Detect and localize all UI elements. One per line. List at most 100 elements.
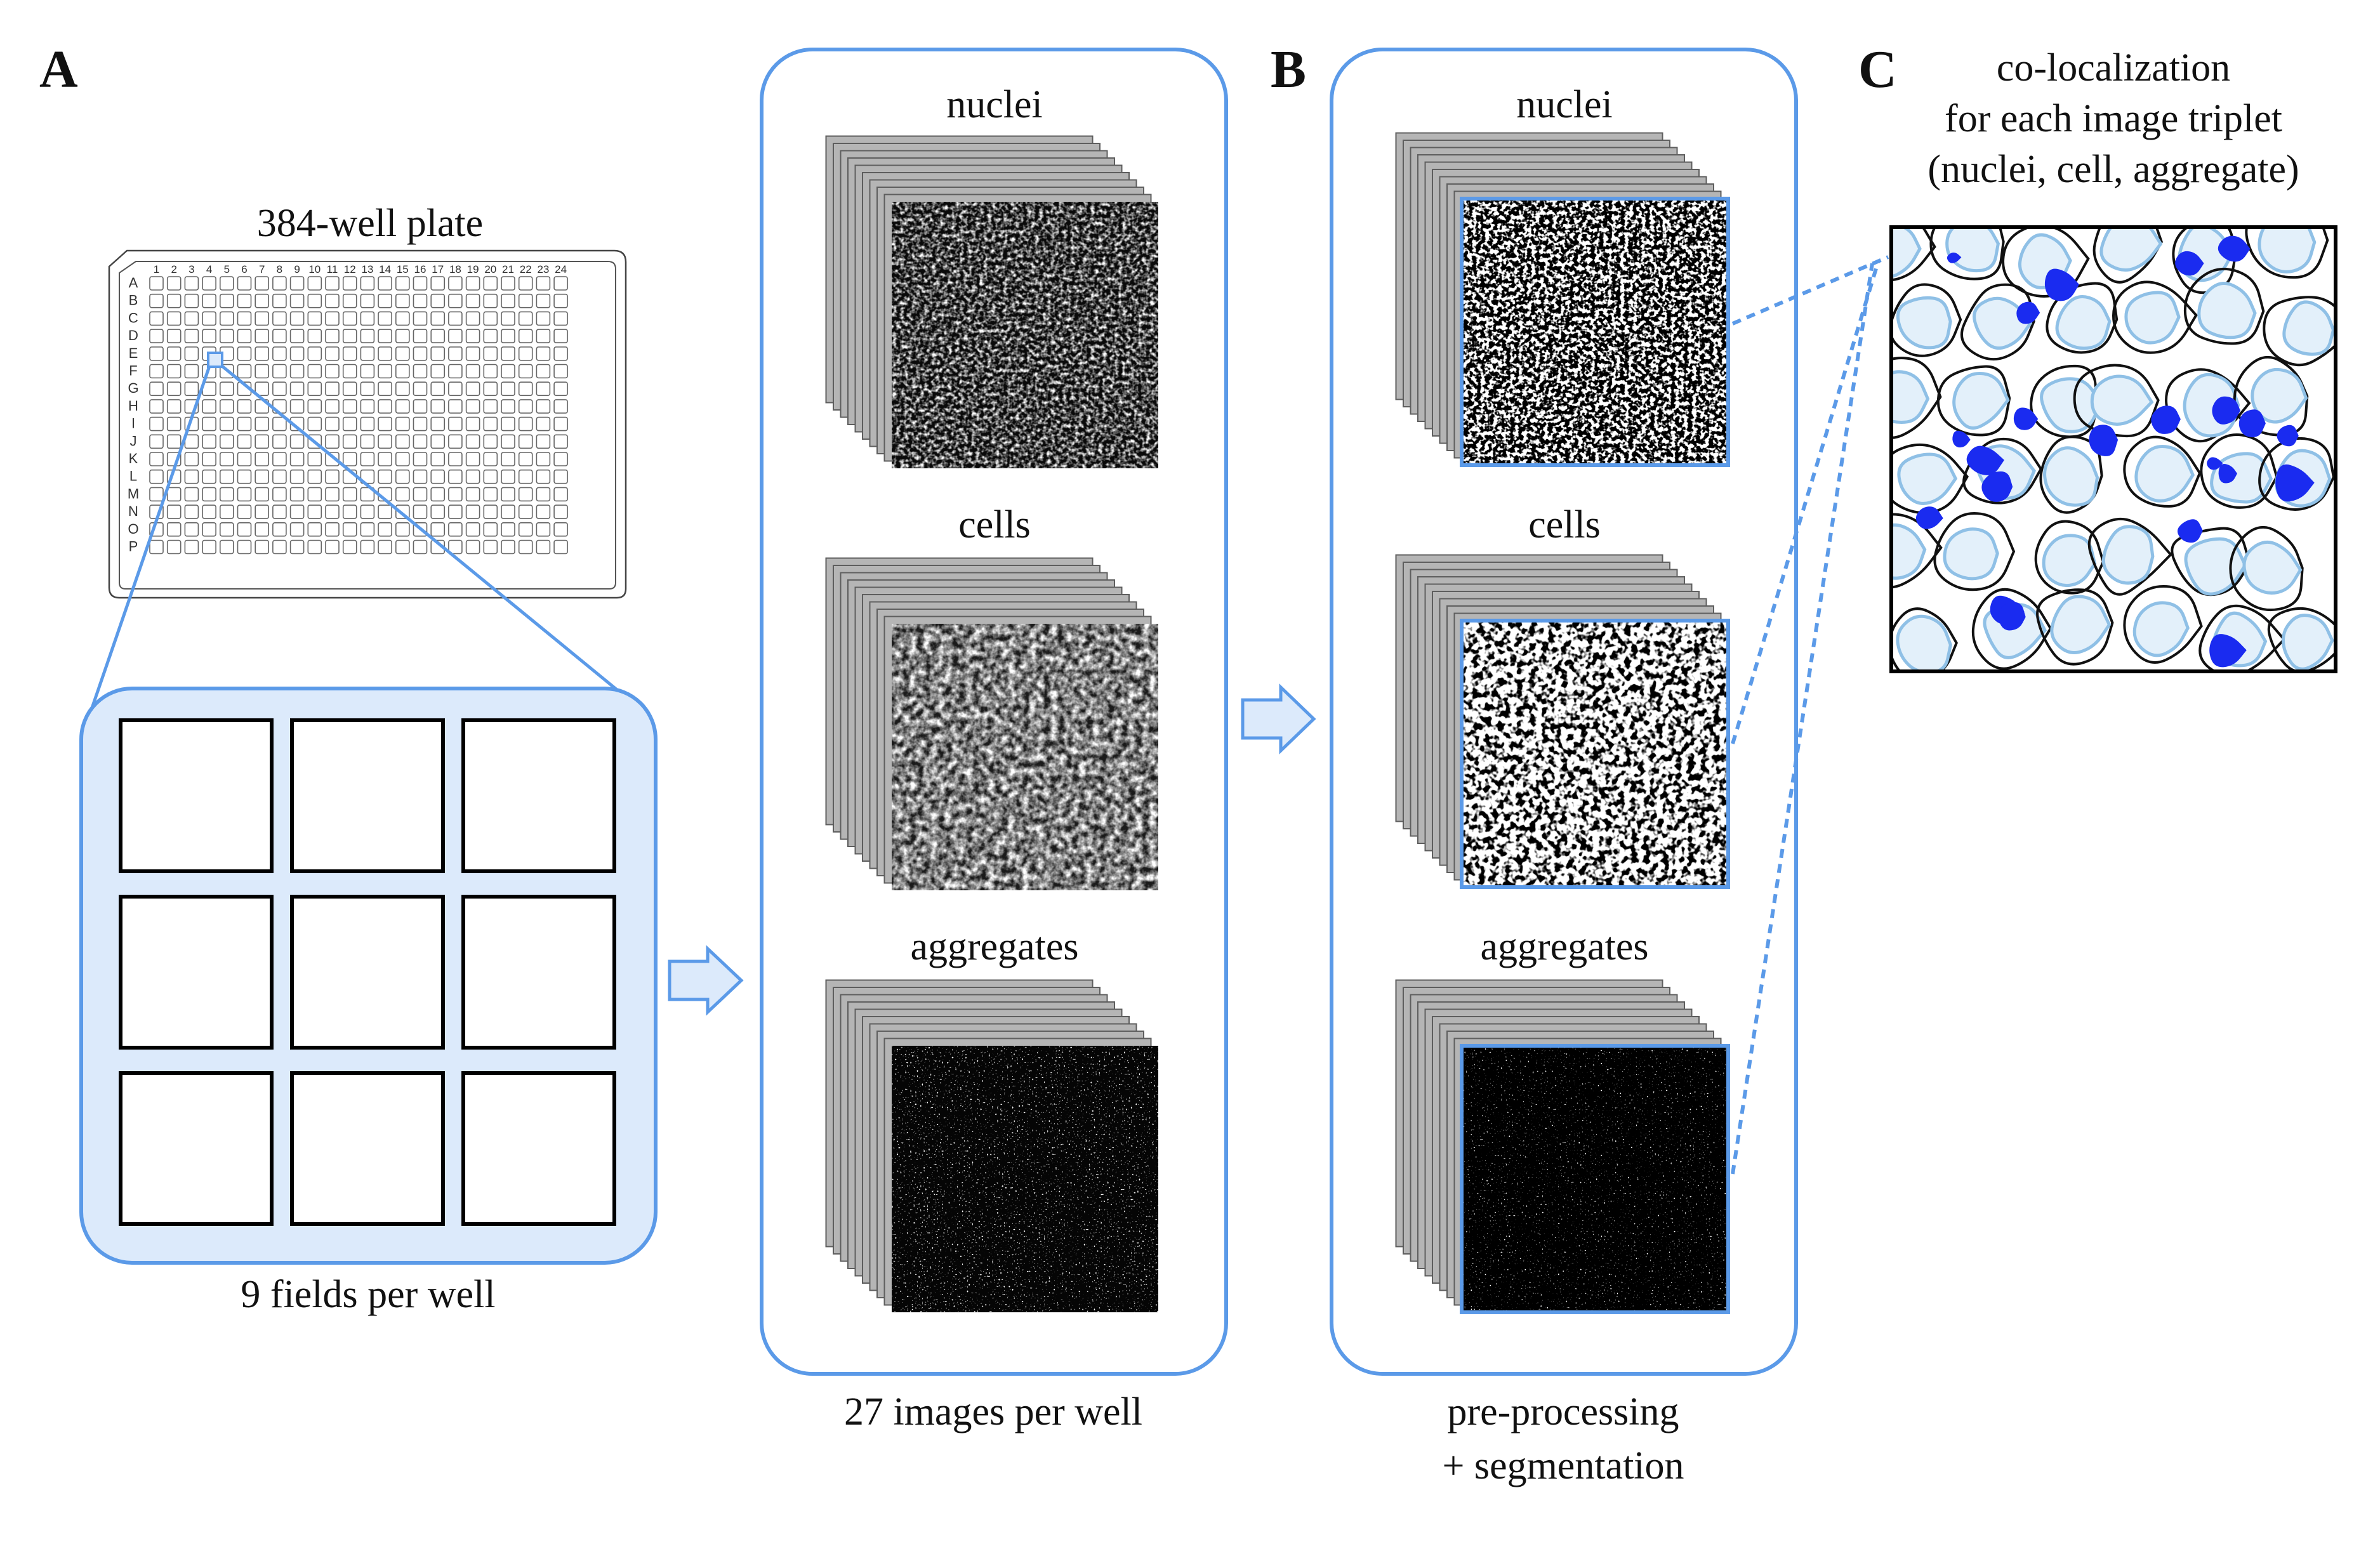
plate-well	[326, 435, 339, 448]
field-square	[292, 897, 443, 1048]
plate-well	[220, 435, 234, 448]
plate-well	[238, 277, 251, 290]
plate-column-label: 1	[154, 263, 159, 275]
plate-well	[185, 294, 198, 308]
plate-well	[220, 487, 234, 501]
plate-well	[466, 365, 480, 378]
plate-well	[449, 470, 462, 484]
plate-well	[396, 435, 409, 448]
plate-well	[308, 400, 321, 413]
plate-well	[308, 505, 321, 518]
plate-column-label: 6	[241, 263, 247, 275]
nucleus-outline	[1945, 529, 1997, 579]
plate-well	[238, 541, 251, 554]
plate-column-label: 14	[379, 263, 391, 275]
plate-well	[378, 329, 392, 343]
plate-well	[220, 312, 234, 325]
plate-well	[343, 435, 357, 448]
plate-well	[484, 382, 497, 395]
plate-well	[501, 312, 515, 325]
plate-well	[501, 452, 515, 466]
seg-label-aggregates: aggregates	[1480, 925, 1648, 968]
raw-label-aggregates: aggregates	[910, 925, 1078, 968]
nucleus-outline	[2259, 213, 2315, 272]
plate-well	[431, 329, 444, 343]
plate-well	[378, 365, 392, 378]
plate-well	[554, 329, 567, 343]
plate-well	[414, 400, 427, 413]
segmentation-caption-line1: pre-processing	[1448, 1390, 1679, 1433]
plate-well	[519, 365, 532, 378]
plate-well	[519, 470, 532, 484]
plate-well	[202, 470, 216, 484]
plate-well	[431, 400, 444, 413]
plate-well	[168, 382, 181, 395]
plate-column-label: 10	[308, 263, 321, 275]
plate-well	[431, 294, 444, 308]
plate-well	[291, 382, 304, 395]
plate-well	[554, 505, 567, 518]
plate-well	[536, 505, 550, 518]
plate-well	[414, 365, 427, 378]
plate-well	[378, 541, 392, 554]
plate-well	[150, 365, 163, 378]
plate-column-label: 4	[206, 263, 212, 275]
plate-well	[466, 470, 480, 484]
segmented-cells-stack	[1396, 555, 1729, 888]
plate-well	[150, 329, 163, 343]
plate-well	[449, 487, 462, 501]
plate-well	[168, 487, 181, 501]
plate-row-label: E	[129, 345, 138, 361]
plate-well	[326, 329, 339, 343]
plate-well	[466, 347, 480, 360]
plate-well	[501, 277, 515, 290]
plate-well	[501, 541, 515, 554]
image-texture	[892, 202, 1158, 468]
field-square	[121, 1073, 272, 1224]
plate-well	[360, 541, 374, 554]
plate-well	[519, 523, 532, 536]
plate-well	[449, 523, 462, 536]
plate-well	[554, 470, 567, 484]
plate-well	[536, 347, 550, 360]
plate-well	[273, 470, 286, 484]
plate-well	[326, 541, 339, 554]
plate-well	[519, 382, 532, 395]
plate-well	[150, 347, 163, 360]
plate-row-label: H	[128, 398, 138, 414]
plate-well	[255, 312, 268, 325]
plate-well	[343, 523, 357, 536]
plate-well	[326, 294, 339, 308]
plate-well	[291, 523, 304, 536]
plate-well	[343, 329, 357, 343]
plate-well	[202, 452, 216, 466]
plate-well	[255, 418, 268, 431]
field-grid	[121, 720, 614, 1224]
plate-well	[396, 452, 409, 466]
plate-well	[449, 435, 462, 448]
plate-well	[273, 523, 286, 536]
plate-well	[343, 312, 357, 325]
plate-well	[396, 365, 409, 378]
plate-well	[449, 452, 462, 466]
plate-well	[273, 541, 286, 554]
plate-well	[484, 277, 497, 290]
plate-well	[255, 294, 268, 308]
plate-well	[396, 470, 409, 484]
plate-well	[501, 418, 515, 431]
plate-well	[431, 382, 444, 395]
plate-well	[185, 523, 198, 536]
plate-well	[484, 470, 497, 484]
plate-well	[150, 470, 163, 484]
plate-well	[238, 487, 251, 501]
plate-well	[150, 418, 163, 431]
plate-row-label: N	[128, 503, 138, 519]
plate-well	[431, 312, 444, 325]
image-texture	[892, 1046, 1158, 1312]
plate-well	[308, 523, 321, 536]
plate-well	[414, 487, 427, 501]
field-square	[121, 897, 272, 1048]
plate-well	[185, 505, 198, 518]
plate-well	[466, 541, 480, 554]
panel-c-label: C	[1858, 40, 1897, 99]
